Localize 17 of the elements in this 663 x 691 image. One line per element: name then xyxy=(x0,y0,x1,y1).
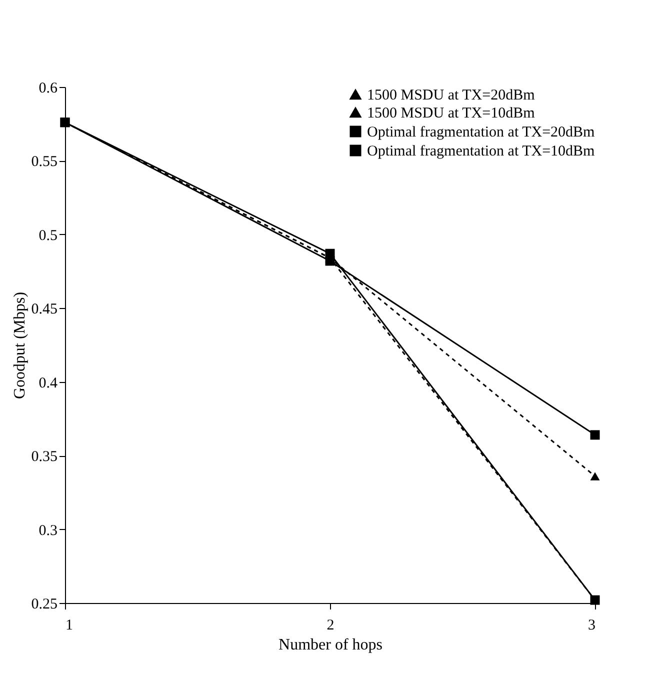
y-tick-label: 0.25 xyxy=(31,596,58,612)
x-tick-label: 3 xyxy=(588,618,596,634)
y-tick-label: 0.3 xyxy=(38,522,58,539)
x-tick-label: 2 xyxy=(326,618,334,634)
y-tick-label: 0.55 xyxy=(31,154,58,170)
y-tick-label: 0.6 xyxy=(38,80,58,96)
x-axis-title: Number of hops xyxy=(278,636,382,654)
legend-label: 1500 MSDU at TX=20dBm xyxy=(367,88,536,104)
legend-label: 1500 MSDU at TX=10dBm xyxy=(367,106,536,122)
legend-label: Optimal fragmentation at TX=20dBm xyxy=(367,124,596,140)
y-tick-label: 0.35 xyxy=(31,449,58,466)
y-tick-label: 0.45 xyxy=(31,302,58,318)
legend-label: Optimal fragmentation at TX=10dBm xyxy=(367,144,596,160)
y-axis-title: Goodput (Mbps) xyxy=(11,292,28,400)
y-tick-label: 0.5 xyxy=(38,228,58,244)
x-tick-label: 1 xyxy=(66,618,73,634)
y-tick-label: 0.4 xyxy=(38,375,58,392)
